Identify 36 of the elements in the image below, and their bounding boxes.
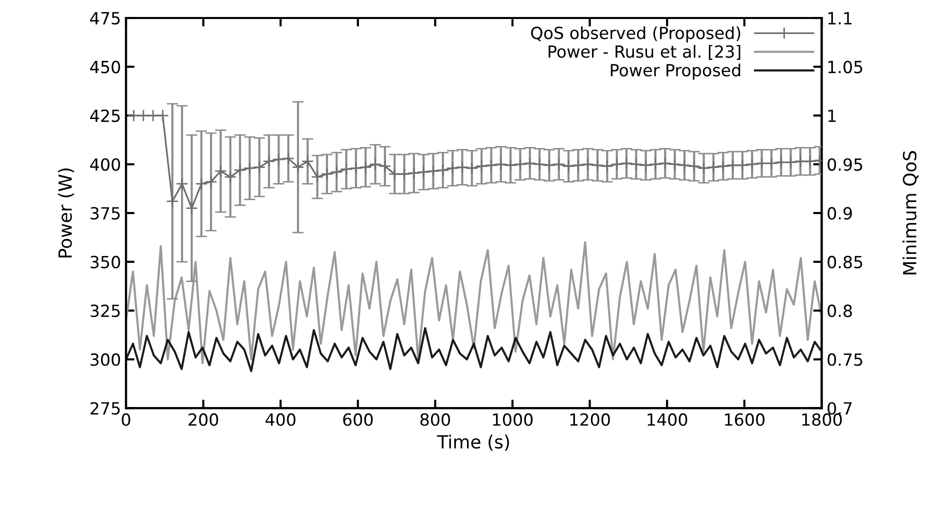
legend-label: Power Proposed [610, 64, 740, 80]
x-tick-label: 800 [420, 413, 450, 426]
y-axis-title: Power (W) [58, 168, 74, 258]
y-tick-label: 450 [90, 60, 120, 74]
y2-tick-label: 0.7 [828, 402, 852, 415]
y2-tick-label: 1 [828, 110, 836, 122]
legend-label: QoS observed (Proposed) [531, 26, 740, 42]
y-tick-label: 475 [90, 12, 120, 25]
x-tick-label: 600 [343, 413, 373, 426]
y2-tick-label: 0.8 [828, 304, 852, 318]
y-tick-label: 375 [90, 207, 120, 220]
y2-tick-label: 0.9 [828, 207, 852, 220]
x-tick-label: 1600 [724, 413, 764, 426]
x-tick-label: 400 [266, 413, 296, 426]
x-tick-label: 1200 [570, 413, 610, 426]
y2-tick-label: 1.1 [828, 12, 852, 24]
x-tick-label: 0 [122, 413, 130, 426]
y-tick-label: 425 [90, 109, 120, 122]
y2-axis-title: Minimum QoS [902, 150, 919, 274]
y-tick-label: 325 [90, 304, 120, 318]
y2-tick-label: 0.85 [828, 256, 862, 268]
y-tick-label: 350 [90, 256, 120, 268]
y-tick-label: 300 [90, 353, 120, 366]
y-tick-label: 400 [90, 158, 120, 171]
x-tick-label: 1000 [493, 413, 533, 426]
y2-tick-label: 0.75 [828, 353, 862, 366]
x-tick-label: 200 [188, 413, 218, 426]
x-tick-label: 1400 [648, 413, 688, 426]
x-tick-label: 1800 [802, 413, 842, 426]
legend-label: Power - Rusu et al. [23] [548, 44, 740, 60]
y-tick-label: 275 [90, 402, 120, 415]
y2-tick-label: 0.95 [828, 158, 862, 171]
x-axis-title: Time (s) [437, 434, 509, 451]
line-series [126, 241, 822, 364]
y2-tick-label: 1.05 [828, 60, 862, 74]
line-series [126, 327, 822, 372]
